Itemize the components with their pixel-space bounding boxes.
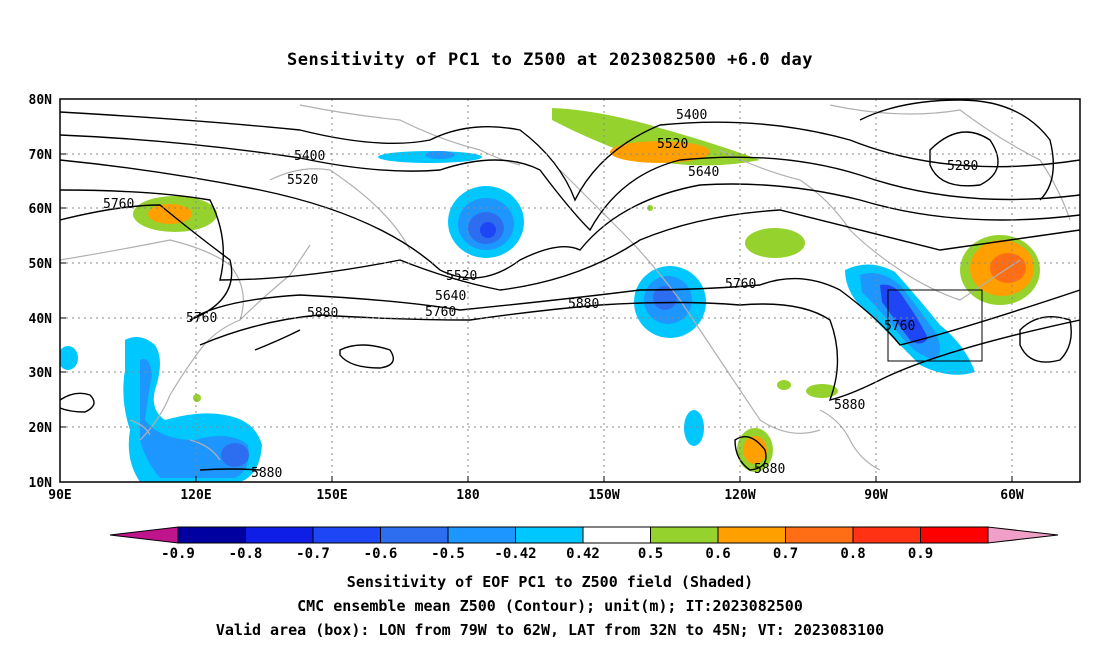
shaded-region — [140, 359, 249, 478]
contour-label: 5760 — [103, 197, 134, 212]
colorbar-swatch — [920, 526, 989, 544]
contour-label: 5880 — [568, 297, 599, 312]
shaded-region — [480, 222, 496, 238]
colorbar: -0.9 -0.8 -0.7 -0.6 -0.5 -0.42 0.42 0.5 0.6 0.7 0.… — [109, 526, 1059, 562]
colorbar-swatch — [717, 526, 786, 544]
contour-label: 5760 — [884, 319, 915, 334]
lon-label: 150E — [316, 488, 347, 503]
colorbar-swatch — [582, 526, 651, 544]
axis-ticks — [59, 98, 1013, 483]
contour-label: 5280 — [947, 159, 978, 174]
latitude-labels: 80N 70N 60N 50N 40N 30N 20N 10N — [29, 93, 53, 491]
colorbar-label: 0.6 — [705, 546, 730, 562]
shaded-region — [777, 380, 791, 390]
lat-label: 80N — [29, 93, 53, 108]
shaded-region — [221, 443, 249, 467]
shaded-region — [745, 228, 805, 258]
lon-label: 120E — [180, 488, 211, 503]
plot-frame — [59, 98, 1081, 483]
contour-label: 5400 — [294, 149, 325, 164]
colorbar-swatch — [380, 526, 449, 544]
lon-label: 90E — [48, 488, 71, 503]
contour-label: 5520 — [287, 173, 318, 188]
longitude-labels: 90E 120E 150E 180 150W 120W 90W 60W — [48, 488, 1024, 503]
colorbar-swatch — [785, 526, 854, 544]
colorbar-label: 0.7 — [773, 546, 798, 562]
colorbar-label: 0.5 — [638, 546, 663, 562]
contour-label: 5880 — [754, 462, 785, 477]
caption-shading: Sensitivity of EOF PC1 to Z500 field (Sh… — [346, 573, 754, 591]
colorbar-label: -0.9 — [161, 546, 195, 562]
contour-label: 5880 — [307, 306, 338, 321]
contour-label: 5760 — [186, 311, 217, 326]
colorbar-label: -0.5 — [431, 546, 465, 562]
contour-label: 5520 — [446, 269, 477, 284]
colorbar-label: -0.42 — [494, 546, 536, 562]
contour-label: 5520 — [657, 137, 688, 152]
gridlines — [60, 99, 1080, 482]
colorbar-extend-high — [987, 526, 1059, 544]
lon-label: 180 — [456, 488, 480, 503]
lat-label: 10N — [29, 476, 53, 491]
lat-label: 50N — [29, 257, 53, 272]
caption-contour: CMC ensemble mean Z500 (Contour); unit(m… — [297, 597, 803, 615]
caption-valid-area: Valid area (box): LON from 79W to 62W, L… — [215, 621, 885, 639]
lat-label: 20N — [29, 421, 53, 436]
figure-title: Sensitivity of PC1 to Z500 at 2023082500… — [286, 50, 813, 70]
contour-label: 5760 — [425, 305, 456, 320]
colorbar-swatch — [852, 526, 921, 544]
colorbar-swatch — [177, 526, 246, 544]
shaded-sensitivity — [60, 108, 1040, 482]
z500-contours — [60, 99, 1080, 471]
shaded-region — [610, 141, 710, 163]
colorbar-swatch — [650, 526, 719, 544]
contour-label: 5880 — [251, 466, 282, 481]
colorbar-label: -0.7 — [296, 546, 330, 562]
contour-label: 5400 — [676, 108, 707, 123]
lon-label: 90W — [864, 488, 888, 503]
colorbar-swatch — [245, 526, 314, 544]
shaded-region — [425, 151, 455, 159]
colorbar-swatch — [447, 526, 516, 544]
shaded-region — [60, 346, 78, 370]
colorbar-label: 0.8 — [840, 546, 865, 562]
colorbar-swatch — [515, 526, 584, 544]
colorbar-label: 0.42 — [566, 546, 600, 562]
colorbar-label: 0.9 — [908, 546, 933, 562]
colorbar-extend-low — [109, 526, 179, 544]
contour-label: 5760 — [725, 277, 756, 292]
contour-label-group: 5400 5400 5520 5520 5520 5640 5640 5760 … — [103, 108, 978, 481]
lat-label: 70N — [29, 148, 53, 163]
shaded-region — [743, 436, 767, 464]
shaded-region — [684, 410, 704, 446]
lat-label: 60N — [29, 202, 53, 217]
contour-label: 5640 — [435, 289, 466, 304]
colorbar-label: -0.6 — [364, 546, 398, 562]
lon-label: 120W — [724, 488, 755, 503]
shaded-region — [880, 284, 928, 344]
contour-label: 5640 — [688, 165, 719, 180]
contour-label: 5880 — [834, 398, 865, 413]
lon-label: 150W — [588, 488, 619, 503]
valid-area-box — [887, 289, 983, 362]
lat-label: 40N — [29, 312, 53, 327]
colorbar-label: -0.8 — [229, 546, 263, 562]
lon-label: 60W — [1000, 488, 1024, 503]
lat-label: 30N — [29, 366, 53, 381]
shaded-region — [653, 286, 677, 310]
shaded-region — [193, 394, 201, 402]
shaded-region — [806, 384, 838, 398]
colorbar-swatch — [312, 526, 381, 544]
